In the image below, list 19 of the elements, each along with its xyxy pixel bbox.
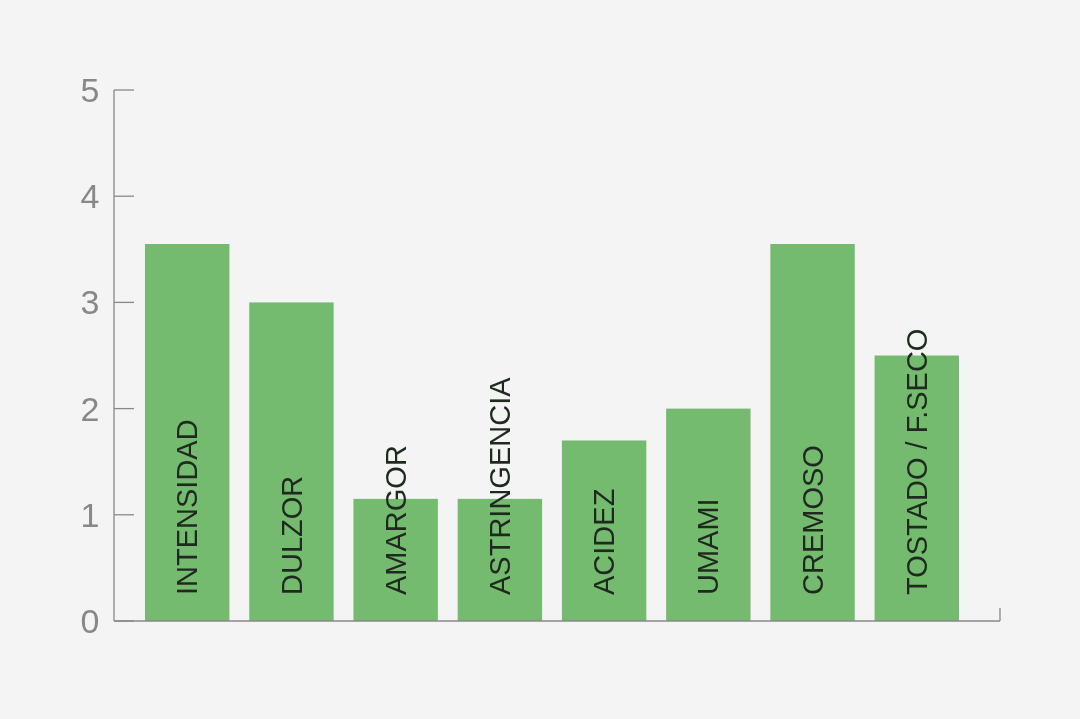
x-tick-label: TOSTADO / F.SECO (900, 328, 933, 595)
y-tick-label: 2 (80, 389, 100, 428)
y-tick-label: 5 (80, 70, 100, 109)
x-tick-label: UMAMI (692, 498, 725, 595)
bar (666, 408, 751, 621)
bar (561, 440, 647, 621)
x-tick-label: AMARGOR (379, 445, 412, 595)
x-tick-label: INTENSIDAD (171, 419, 204, 595)
x-tick-label: ACIDEZ (588, 488, 621, 595)
x-tick-label: CREMOSO (796, 445, 829, 595)
bar (249, 302, 334, 621)
x-tick-label: DULZOR (275, 475, 308, 595)
x-tick-label: ASTRINGENCIA (484, 376, 517, 595)
bar (145, 243, 230, 621)
y-tick-label: 1 (80, 495, 100, 534)
y-tick-label: 4 (80, 177, 100, 216)
y-tick-label: 0 (80, 601, 100, 640)
y-tick-label: 3 (80, 283, 100, 322)
bar (770, 243, 855, 621)
